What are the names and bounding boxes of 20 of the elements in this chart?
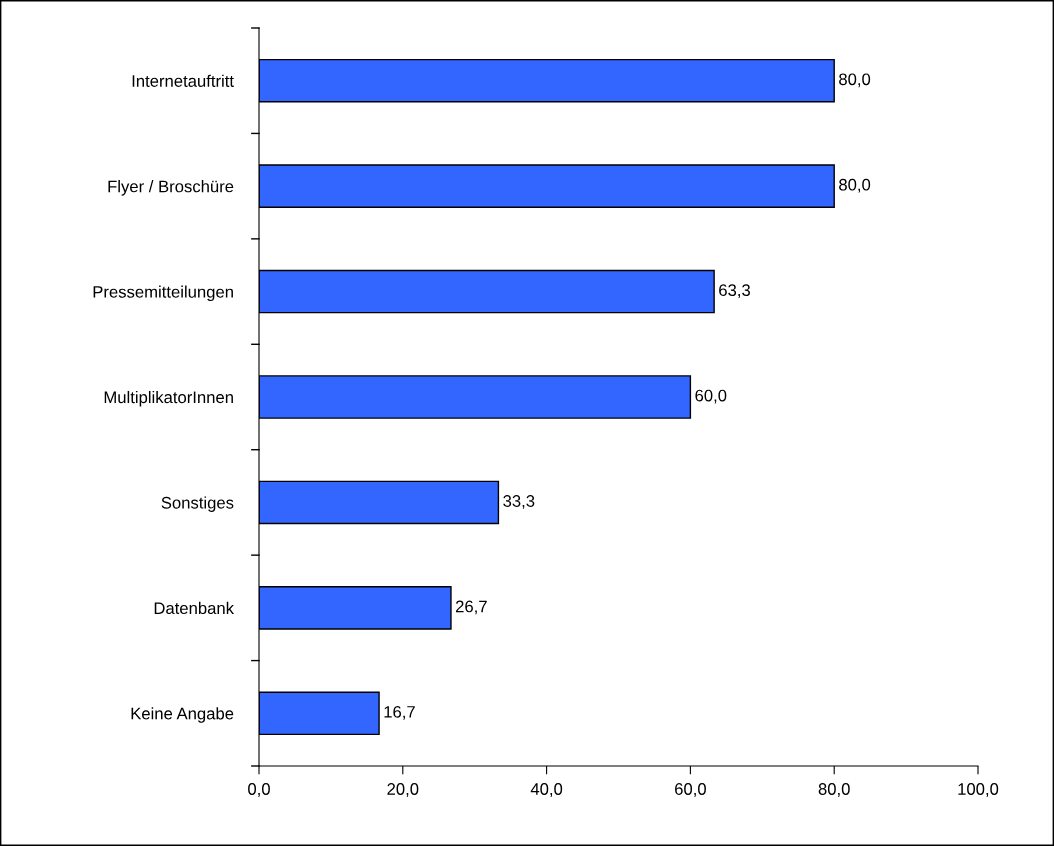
x-tick-label: 100,0 — [958, 783, 999, 797]
data-label: 63,3 — [719, 284, 750, 299]
x-tick-label: 20,0 — [387, 783, 419, 797]
x-tick-label: 40,0 — [530, 783, 563, 797]
x-tick-label: 80,0 — [818, 783, 850, 797]
y-tick-label: Flyer / Broschüre — [108, 180, 234, 196]
data-label: 26,7 — [455, 600, 487, 615]
y-tick-label: Sonstiges — [161, 496, 234, 512]
data-label: 80,0 — [839, 178, 871, 193]
data-label: 60,0 — [695, 389, 727, 404]
x-tick-label: 60,0 — [675, 783, 706, 797]
y-tick-label: Datenbank — [154, 601, 235, 615]
y-tick-label: Internetauftritt — [132, 74, 234, 87]
y-tick-label: Pressemitteilungen — [93, 285, 233, 302]
data-label: 16,7 — [384, 705, 415, 720]
y-tick-label: MultiplikatorInnen — [104, 390, 233, 407]
data-label: 33,3 — [503, 495, 535, 509]
x-tick-label: 0,0 — [248, 783, 270, 797]
data-label: 80,0 — [839, 73, 871, 88]
y-tick-label: Keine Angabe — [131, 707, 234, 723]
